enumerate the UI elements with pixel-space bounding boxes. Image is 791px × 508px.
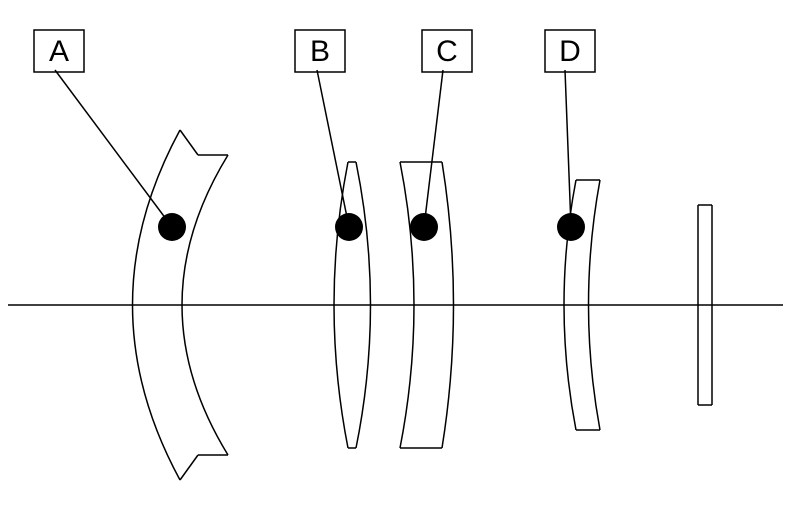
dot-C [410,213,438,241]
dot-B [335,213,363,241]
leader-C [424,70,443,227]
label-D: D [559,35,581,68]
label-B: B [310,35,330,68]
dot-D [557,213,585,241]
label-texts: A B C D [49,35,581,68]
dot-A [158,213,186,241]
label-A: A [49,35,69,68]
leader-A [55,70,172,227]
leader-D [565,70,571,227]
leader-lines [55,70,571,227]
label-C: C [436,35,458,68]
optical-diagram: A B C D [0,0,791,508]
label-dots [158,213,585,241]
leader-B [317,70,349,227]
